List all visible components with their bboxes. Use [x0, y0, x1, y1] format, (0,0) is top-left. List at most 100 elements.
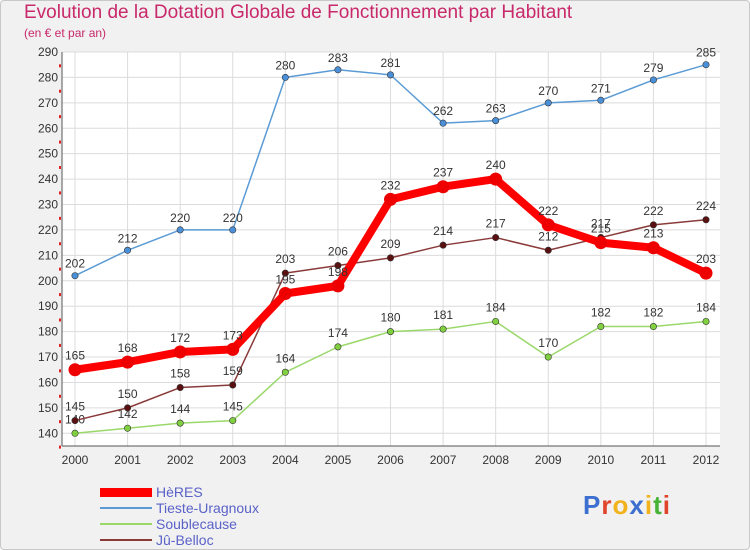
- data-label: 280: [275, 58, 295, 72]
- data-point: [541, 218, 555, 232]
- data-label: 145: [223, 400, 243, 414]
- data-label: 271: [591, 81, 611, 95]
- y-tick-label: 160: [38, 375, 58, 389]
- y-tick-label: 180: [38, 325, 58, 339]
- x-tick-label: 2001: [114, 453, 141, 467]
- data-label: 209: [380, 237, 400, 251]
- data-label: 263: [486, 102, 506, 116]
- x-tick-label: 2008: [482, 453, 509, 467]
- data-label: 158: [170, 367, 190, 381]
- data-point: [439, 325, 447, 333]
- data-label: 203: [696, 252, 716, 266]
- data-point: [699, 266, 713, 280]
- logo-letter: i: [662, 490, 671, 520]
- data-point: [649, 76, 657, 84]
- y-tick-label: 270: [38, 96, 58, 110]
- y-tick-label: 260: [38, 121, 58, 135]
- data-point: [492, 234, 500, 242]
- logo-letter: o: [612, 490, 630, 520]
- data-point: [384, 192, 397, 206]
- data-point: [278, 286, 292, 300]
- x-tick-label: 2000: [62, 453, 89, 467]
- data-point: [439, 119, 447, 127]
- x-tick-label: 2003: [219, 453, 246, 467]
- data-point: [334, 262, 342, 270]
- data-point: [649, 323, 657, 331]
- data-label: 164: [275, 351, 295, 365]
- logo-letter: r: [601, 490, 613, 520]
- data-point: [597, 96, 605, 104]
- x-tick-label: 2011: [641, 453, 667, 467]
- data-label: 222: [643, 204, 663, 218]
- data-label: 159: [223, 364, 243, 378]
- data-label: 174: [328, 326, 348, 340]
- data-point: [229, 381, 237, 389]
- data-point: [702, 317, 710, 325]
- y-tick-label: 150: [38, 401, 58, 415]
- y-tick-label: 190: [38, 299, 58, 313]
- legend-label: Soublecause: [156, 516, 237, 532]
- data-label: 172: [170, 331, 190, 345]
- data-point: [226, 342, 240, 356]
- x-tick-label: 2012: [693, 453, 720, 467]
- y-tick-label: 220: [38, 223, 58, 237]
- data-label: 182: [643, 306, 663, 320]
- legend-label: HèRES: [156, 484, 203, 500]
- logo-letter: i: [644, 490, 654, 520]
- data-point: [71, 417, 79, 425]
- data-label: 232: [380, 178, 400, 192]
- data-point: [386, 328, 394, 336]
- data-label: 270: [538, 84, 558, 98]
- data-point: [386, 254, 394, 262]
- y-tick-label: 280: [38, 70, 58, 84]
- legend-label: Jû-Belloc: [156, 532, 214, 548]
- data-point: [439, 241, 447, 249]
- y-tick-label: 240: [38, 172, 58, 186]
- data-label: 206: [328, 245, 348, 259]
- data-point: [229, 226, 237, 234]
- data-label: 182: [591, 306, 611, 320]
- chart-title: Evolution de la Dotation Globale de Fonc…: [24, 2, 573, 23]
- legend-swatch: [100, 523, 152, 525]
- x-tick-label: 2006: [377, 453, 404, 467]
- data-point: [121, 355, 135, 369]
- data-label: 279: [643, 61, 663, 75]
- data-label: 213: [643, 227, 663, 241]
- legend-swatch: [100, 487, 152, 497]
- data-point: [176, 384, 184, 392]
- data-point: [492, 317, 500, 325]
- data-point: [544, 99, 552, 107]
- data-point: [176, 419, 184, 427]
- data-label: 220: [223, 211, 243, 225]
- y-tick-label: 210: [38, 248, 58, 262]
- data-point: [281, 269, 289, 277]
- data-point: [646, 241, 660, 255]
- data-point: [649, 221, 657, 229]
- data-label: 142: [118, 407, 138, 421]
- data-label: 195: [275, 272, 295, 286]
- legend-swatch: [100, 539, 152, 541]
- data-point: [71, 272, 79, 280]
- legend: HèRES Tieste-Uragnoux Soublecause Jû-Belloc: [100, 484, 259, 548]
- legend-item: Tieste-Uragnoux: [100, 500, 259, 516]
- data-label: 180: [380, 311, 400, 325]
- x-tick-label: 2007: [430, 453, 457, 467]
- legend-item: Soublecause: [100, 516, 259, 532]
- data-label: 217: [486, 217, 506, 231]
- data-label: 212: [118, 231, 138, 245]
- data-label: 184: [486, 300, 506, 314]
- data-point: [334, 343, 342, 351]
- data-point: [334, 66, 342, 74]
- y-tick-label: 170: [38, 350, 58, 364]
- data-label: 198: [328, 265, 348, 279]
- data-label: 215: [591, 222, 611, 236]
- data-label: 217: [591, 217, 611, 231]
- legend-label: Tieste-Uragnoux: [156, 500, 259, 516]
- x-tick-label: 2004: [272, 453, 299, 467]
- legend-item: Jû-Belloc: [100, 532, 259, 548]
- data-point: [594, 236, 608, 250]
- data-point: [597, 323, 605, 331]
- data-point: [229, 417, 237, 425]
- data-label: 184: [696, 300, 716, 314]
